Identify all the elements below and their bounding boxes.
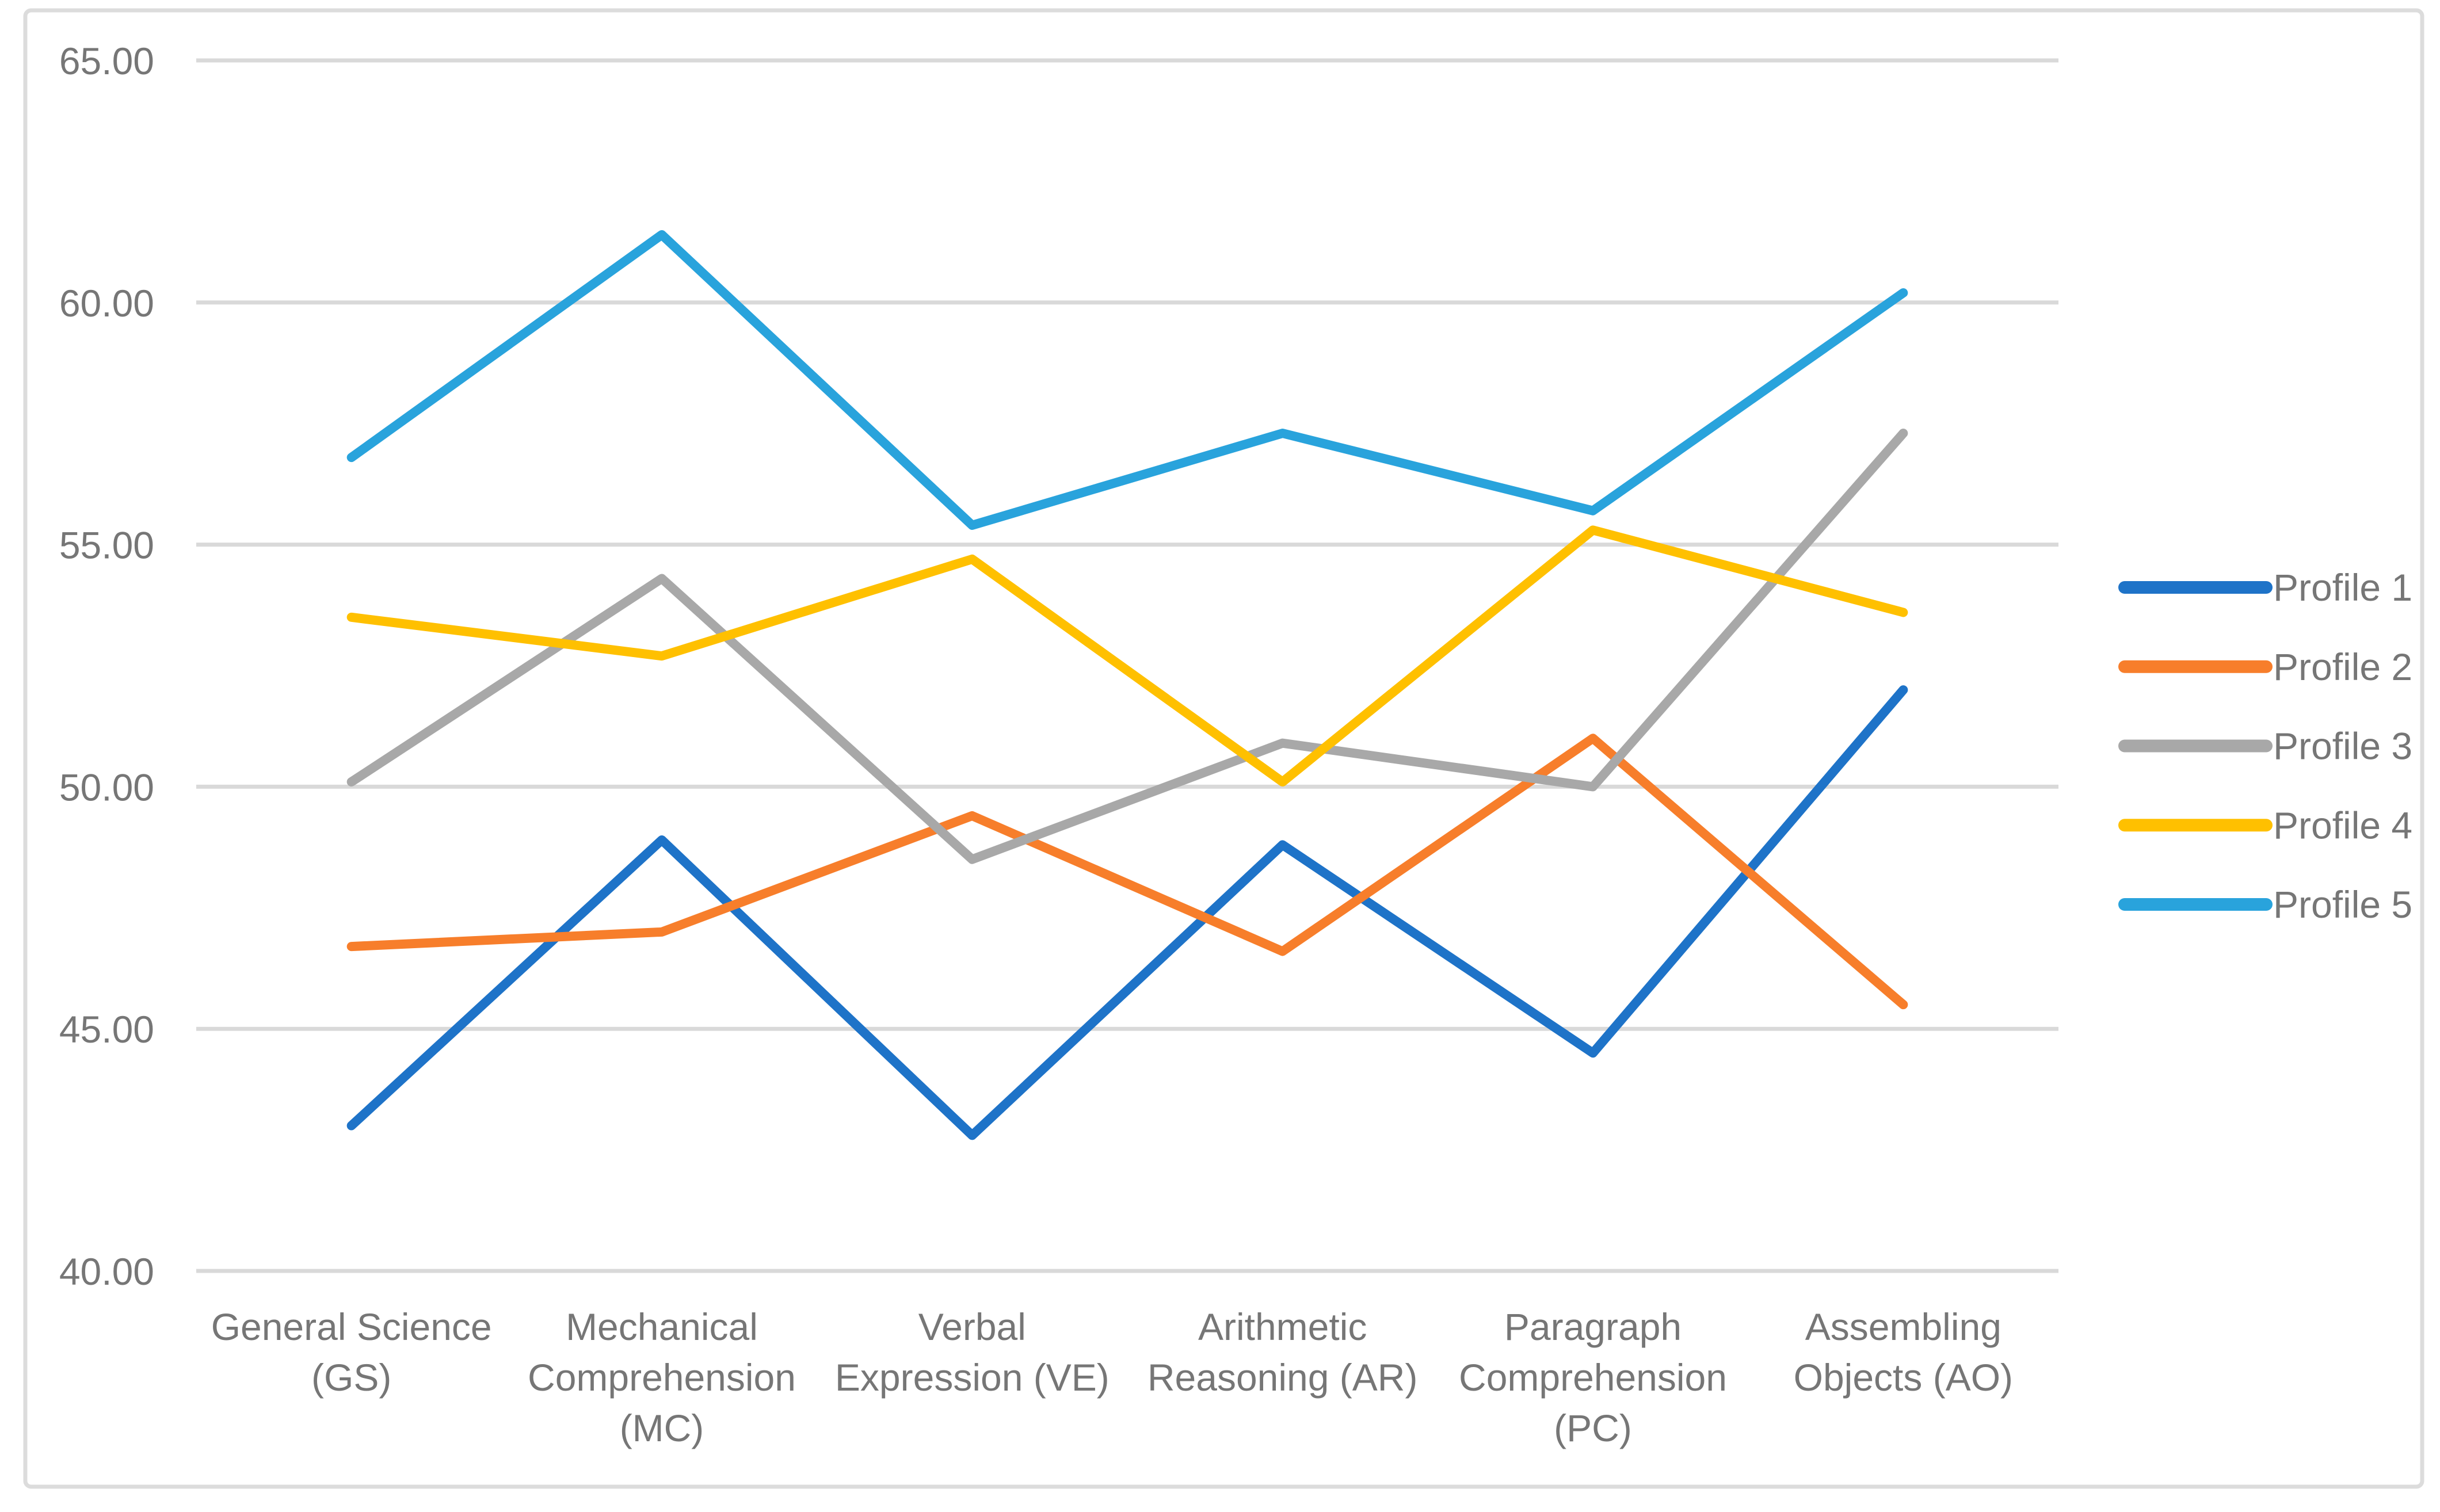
legend: Profile 1 Profile 2 Profile 3 Profile 4 Prof… — [2118, 566, 2412, 926]
x-category-label: (PC) — [1554, 1407, 1632, 1449]
legend-label-profile-1: Profile 1 — [2273, 566, 2412, 609]
x-axis-category-labels: General Science (GS) Mechanical Comprehensi… — [211, 1305, 2013, 1449]
legend-label-profile-3: Profile 3 — [2273, 725, 2412, 768]
y-tick-label: 55.00 — [59, 524, 154, 567]
x-category-label: Comprehension — [1459, 1356, 1727, 1399]
y-tick-label: 45.00 — [59, 1008, 154, 1051]
chart-border — [23, 8, 2424, 1489]
y-tick-label: 50.00 — [59, 766, 154, 808]
y-axis-tick-labels: 65.00 60.00 55.00 50.00 45.00 40.00 — [59, 40, 154, 1293]
x-category-label: Paragraph — [1504, 1305, 1682, 1348]
series-line-profile-1 — [346, 685, 1908, 1140]
legend-item: Profile 2 — [2118, 646, 2412, 688]
y-tick-label: 65.00 — [59, 40, 154, 82]
x-category-label: Mechanical — [566, 1305, 758, 1348]
y-tick-label: 40.00 — [59, 1250, 154, 1293]
x-category-label: General Science — [211, 1305, 492, 1348]
series-line-profile-3 — [346, 429, 1908, 864]
series-line-profile-2 — [346, 734, 1908, 1010]
legend-label-profile-2: Profile 2 — [2273, 646, 2412, 688]
series-lines-group — [346, 230, 1908, 1140]
x-category-label: Arithmetic — [1198, 1305, 1367, 1348]
legend-item: Profile 4 — [2118, 804, 2412, 846]
x-category-label: (GS) — [311, 1356, 391, 1399]
series-line-profile-5 — [346, 230, 1908, 530]
legend-label-profile-4: Profile 4 — [2273, 804, 2412, 846]
x-category-label: (MC) — [620, 1407, 704, 1449]
x-category-label: Comprehension — [528, 1356, 796, 1399]
gridlines-group — [196, 58, 2058, 1273]
x-category-label: Assembling — [1805, 1305, 2001, 1348]
x-category-label: Reasoning (AR) — [1147, 1356, 1418, 1399]
y-tick-label: 60.00 — [59, 282, 154, 324]
x-category-label: Expression (VE) — [835, 1356, 1110, 1399]
x-category-label: Objects (AO) — [1794, 1356, 2013, 1399]
x-category-label: Verbal — [918, 1305, 1026, 1348]
legend-label-profile-5: Profile 5 — [2273, 883, 2412, 926]
legend-item: Profile 3 — [2118, 725, 2412, 768]
legend-item: Profile 1 — [2118, 566, 2412, 609]
legend-item: Profile 5 — [2118, 883, 2412, 926]
series-line-profile-4 — [346, 525, 1908, 786]
